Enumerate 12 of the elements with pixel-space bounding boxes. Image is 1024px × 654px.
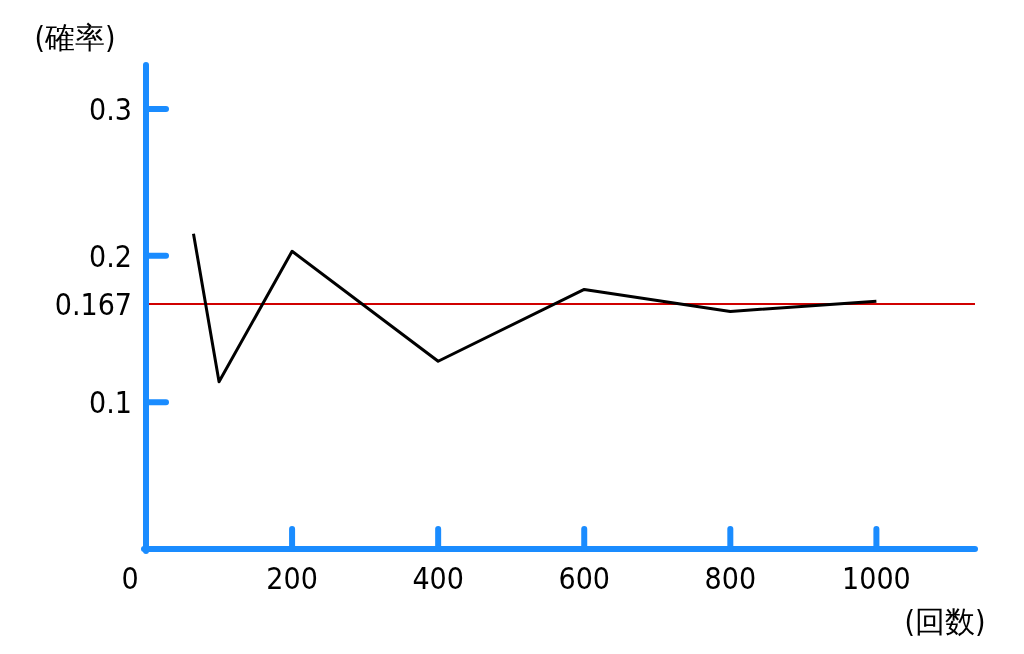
- ytick: 0.1: [89, 385, 132, 421]
- xtick: 600: [558, 561, 610, 596]
- xtick: 400: [412, 561, 464, 596]
- xtick: 800: [704, 561, 757, 596]
- xlabel: (回数): [904, 604, 986, 639]
- ref-label: 0.167: [54, 287, 132, 323]
- xtick: 1000: [842, 561, 911, 596]
- xtick: 0: [121, 561, 139, 596]
- xtick: 200: [266, 561, 318, 596]
- ylabel: (確率): [34, 20, 116, 55]
- ytick: 0.2: [89, 238, 132, 274]
- ytick: 0.3: [89, 92, 132, 127]
